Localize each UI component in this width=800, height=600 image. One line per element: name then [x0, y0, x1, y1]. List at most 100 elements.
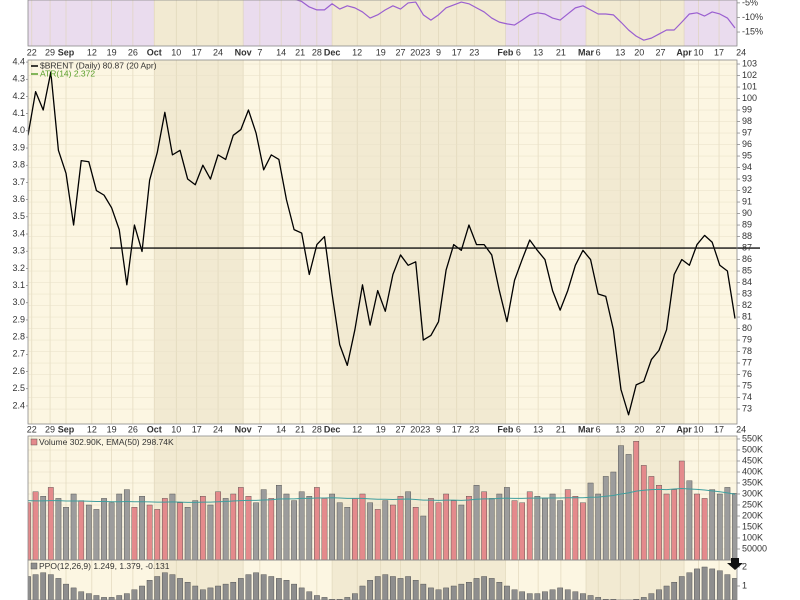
x-tick-label: 27: [655, 424, 665, 434]
y-tick-label: 2.6: [12, 366, 25, 376]
y2-tick-label: 99: [742, 104, 752, 114]
y2-tick-label: 78: [742, 346, 752, 356]
x-tick-label: 6: [596, 424, 601, 434]
y-tick-label: 4.2: [12, 91, 25, 101]
x-tick-label: Mar: [578, 424, 595, 434]
y2-tick-label: 86: [742, 254, 752, 264]
x-tick-label: 24: [736, 424, 746, 434]
x-tick-label: 12: [352, 424, 362, 434]
x-tick-label: 6: [516, 424, 521, 434]
bar: [306, 591, 313, 600]
x-tick-label: 9: [436, 424, 441, 434]
bar: [610, 471, 617, 560]
x-tick-label: 20: [634, 47, 644, 57]
y2-tick-label: 74: [742, 392, 752, 402]
month-band: [585, 60, 685, 424]
x-tick-label: Oct: [147, 47, 162, 57]
bar: [283, 580, 290, 600]
x-tick-label: Apr: [676, 47, 692, 57]
series-line: [28, 487, 736, 503]
bar: [123, 593, 130, 600]
labels: 22 29 Sep 12 19 26 Oct 10 17 24 Nov 7 14 21 28 Dec 12 19 2…: [12, 0, 767, 600]
bar: [580, 593, 586, 600]
bar: [602, 476, 609, 560]
month-band: [332, 60, 506, 424]
y2-tick-label: 80: [742, 323, 752, 333]
y-tick-label: 3.5: [12, 211, 25, 221]
bar: [40, 572, 47, 600]
x-tick-label: 13: [533, 47, 543, 57]
bar: [139, 585, 145, 600]
bar: [496, 581, 503, 600]
bar: [230, 493, 237, 560]
y-tick-label: 3.8: [12, 160, 25, 170]
y-tick-label: 2.9: [12, 314, 25, 324]
bar: [428, 587, 434, 600]
series-line: [28, 71, 736, 416]
bar: [412, 580, 419, 600]
legend-swatch: [30, 562, 38, 570]
y-tick-label: 1: [742, 580, 747, 590]
x-tick-label: 9: [436, 47, 441, 57]
bar: [435, 589, 442, 600]
y-tick-label: 400K: [742, 466, 763, 476]
y-tick-label: 2: [742, 561, 747, 571]
bar: [63, 583, 69, 600]
y2-tick-label: 79: [742, 334, 752, 344]
x-tick-label: 21: [295, 424, 305, 434]
x-tick-label: 12: [87, 47, 97, 57]
bar: [549, 493, 556, 560]
bar: [131, 589, 138, 600]
bar: [55, 578, 62, 600]
bar: [382, 500, 389, 560]
bar: [519, 502, 526, 560]
x-tick-label: 10: [171, 47, 181, 57]
x-tick-label: Oct: [147, 424, 162, 434]
bar: [450, 500, 457, 560]
x-tick-label: 2023: [410, 424, 430, 434]
y-tick-label: 550K: [742, 433, 763, 443]
bar: [382, 574, 389, 600]
month-band: [332, 560, 506, 600]
x-tick-label: 10: [694, 424, 704, 434]
x-tick-label: 28: [312, 424, 322, 434]
bar: [40, 495, 47, 560]
bar: [412, 506, 419, 560]
bar: [633, 440, 640, 560]
y2-tick-label: 82: [742, 300, 752, 310]
y-tick-label: 2.8: [12, 332, 25, 342]
y2-tick-label: 89: [742, 219, 752, 229]
bar: [526, 491, 533, 560]
bar: [146, 580, 153, 600]
bar: [230, 581, 237, 600]
data: [28, 0, 760, 600]
y-tick-label: 350K: [742, 477, 763, 487]
bar: [625, 454, 632, 560]
bar: [542, 498, 548, 560]
y-tick-label: 250K: [742, 499, 763, 509]
bar: [648, 476, 655, 560]
bar: [640, 465, 647, 560]
bar: [488, 578, 495, 600]
y-tick-label: 3.6: [12, 194, 25, 204]
bar: [352, 498, 358, 560]
x-tick-label: Nov: [235, 424, 252, 434]
x-tick-label: Apr: [676, 424, 692, 434]
y2-tick-label: 102: [742, 70, 757, 80]
bar: [245, 574, 252, 600]
bar: [344, 506, 351, 560]
bar: [154, 576, 161, 600]
bar: [686, 572, 693, 600]
bar: [291, 500, 297, 560]
legend-label: Volume 302.90K, EMA(50) 298.74K: [39, 437, 174, 447]
bar: [237, 578, 244, 600]
x-tick-label: 22: [27, 424, 37, 434]
bar: [481, 576, 487, 600]
y-tick-label: 3.3: [12, 246, 25, 256]
bar: [420, 583, 427, 600]
month-band: [154, 60, 244, 424]
legend-label: PPO(12,26,9) 1.249, 1.379, -0.131: [39, 561, 170, 571]
bar: [184, 581, 191, 600]
bar: [184, 506, 191, 560]
